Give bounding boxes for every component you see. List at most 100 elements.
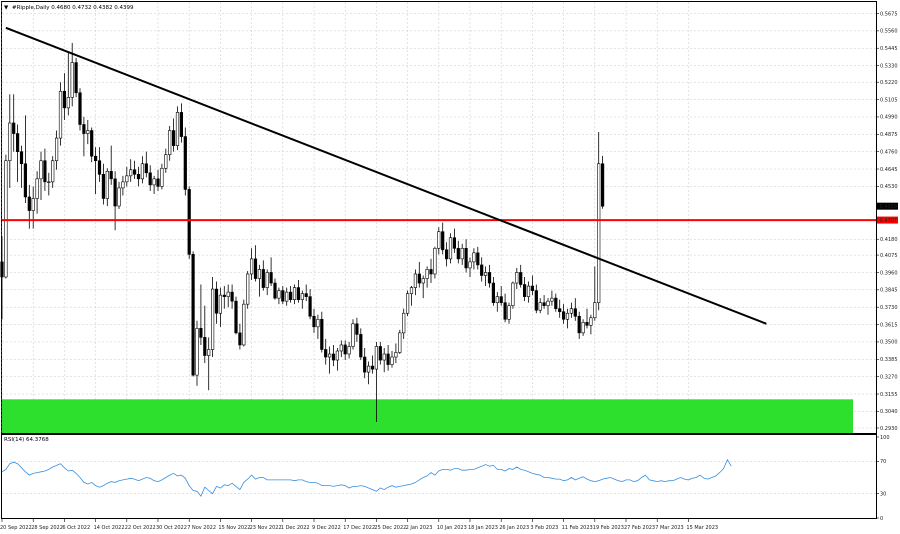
symbol-menu-arrow-icon[interactable]: ▼ (4, 5, 9, 11)
date-tick-label: 6 Oct 2022 (62, 525, 90, 531)
candle-body (558, 308, 562, 313)
date-tick-label: 25 Dec 2022 (374, 525, 406, 531)
candle-body (86, 130, 90, 134)
candle-body (253, 258, 258, 279)
candle-body (402, 312, 406, 334)
candle-body (82, 124, 86, 134)
date-tick-label: 15 Nov 2022 (218, 525, 250, 531)
rsi-grid (2, 436, 879, 519)
candle-body (378, 346, 382, 361)
candle-body (183, 136, 187, 190)
candle-body (70, 62, 74, 98)
price-tick-label: 0.3155 (880, 392, 898, 398)
candle-body (94, 155, 98, 162)
candle-body (324, 349, 328, 358)
candle-body (526, 285, 531, 297)
date-tick-label: 9 Dec 2022 (312, 525, 341, 531)
candle-body (480, 264, 484, 276)
price-tick-label: 0.5445 (880, 46, 898, 52)
candle-body (129, 169, 133, 177)
candle-body (152, 178, 156, 186)
candle-body (593, 302, 597, 319)
candle-body (207, 349, 211, 356)
candle-body (597, 163, 601, 303)
candle-body (573, 308, 577, 317)
date-tick-label: 18 Jan 2023 (468, 525, 498, 531)
candle-body (600, 163, 605, 207)
candle-body (390, 356, 394, 365)
candle-body (288, 291, 293, 300)
date-tick-label: 28 Sep 2022 (31, 525, 63, 531)
candle-body (101, 174, 105, 199)
candle-body (456, 248, 460, 260)
candle-body (90, 130, 94, 157)
candle-body (495, 296, 499, 303)
candle-body (476, 252, 480, 266)
candle-body (15, 133, 20, 152)
candle-body (230, 291, 234, 302)
price-tick-label: 0.4645 (880, 167, 898, 173)
resistance-price-label: 0.4307 (880, 218, 898, 224)
date-tick-label: 27 Feb 2023 (624, 525, 655, 531)
candle-body (374, 346, 379, 370)
candle-body (54, 137, 59, 162)
candle-body (144, 163, 148, 174)
candle-body (214, 288, 219, 314)
candle-body (441, 231, 445, 251)
candle-body (355, 323, 359, 335)
candle-body (577, 315, 581, 334)
date-tick-label: 3 Feb 2023 (530, 525, 558, 531)
candle-body (417, 273, 421, 284)
candle-body (433, 248, 437, 275)
candle-body (550, 297, 554, 302)
rsi-level-70: 70 (880, 459, 886, 465)
candle-body (113, 178, 117, 207)
candle-body (47, 181, 51, 183)
candle-body (589, 317, 593, 326)
candle-body (444, 249, 449, 260)
candle-body (148, 172, 152, 186)
date-tick-label: 15 Mar 2023 (686, 525, 718, 531)
candle-body (136, 174, 141, 180)
candle-body (269, 272, 273, 284)
candle-body (507, 305, 511, 320)
candle-body (398, 332, 402, 353)
candle-body (503, 302, 507, 320)
price-panel-frame (1, 1, 877, 434)
candle-body (530, 285, 534, 291)
candle-body (222, 294, 226, 297)
candle-body (335, 350, 340, 361)
candle-body (250, 258, 254, 275)
candle-body (168, 130, 172, 155)
candle-body (542, 302, 546, 306)
candle-body (405, 293, 410, 314)
date-tick-label: 23 Nov 2022 (250, 525, 282, 531)
candles (0, 42, 605, 422)
price-tick-label: 0.3040 (880, 409, 898, 415)
price-tick-label: 0.4530 (880, 184, 898, 190)
price-tick-label: 0.5560 (880, 29, 898, 35)
date-tick-label: 22 Oct 2022 (125, 525, 156, 531)
candle-body (429, 269, 433, 275)
candle-body (140, 163, 145, 180)
candle-body (300, 293, 304, 300)
candle-body (35, 178, 39, 199)
candle-body (105, 170, 109, 199)
rsi-line (1, 458, 732, 497)
candle-body (511, 282, 515, 306)
candle-body (78, 92, 82, 125)
candle-body (569, 308, 573, 314)
date-tick-label: 7 Nov 2022 (187, 525, 216, 531)
candle-body (581, 321, 585, 334)
candle-body (382, 353, 386, 361)
candle-body (515, 272, 519, 284)
candle-body (172, 130, 176, 146)
candle-body (242, 303, 246, 346)
candle-body (121, 181, 125, 189)
price-tick-label: 0.3270 (880, 374, 898, 380)
candle-body (261, 269, 265, 288)
symbol-info: #Ripple,Daily 0.4680 0.4732 0.4382 0.439… (12, 5, 134, 11)
candle-body (585, 321, 589, 326)
candle-body (27, 196, 31, 211)
